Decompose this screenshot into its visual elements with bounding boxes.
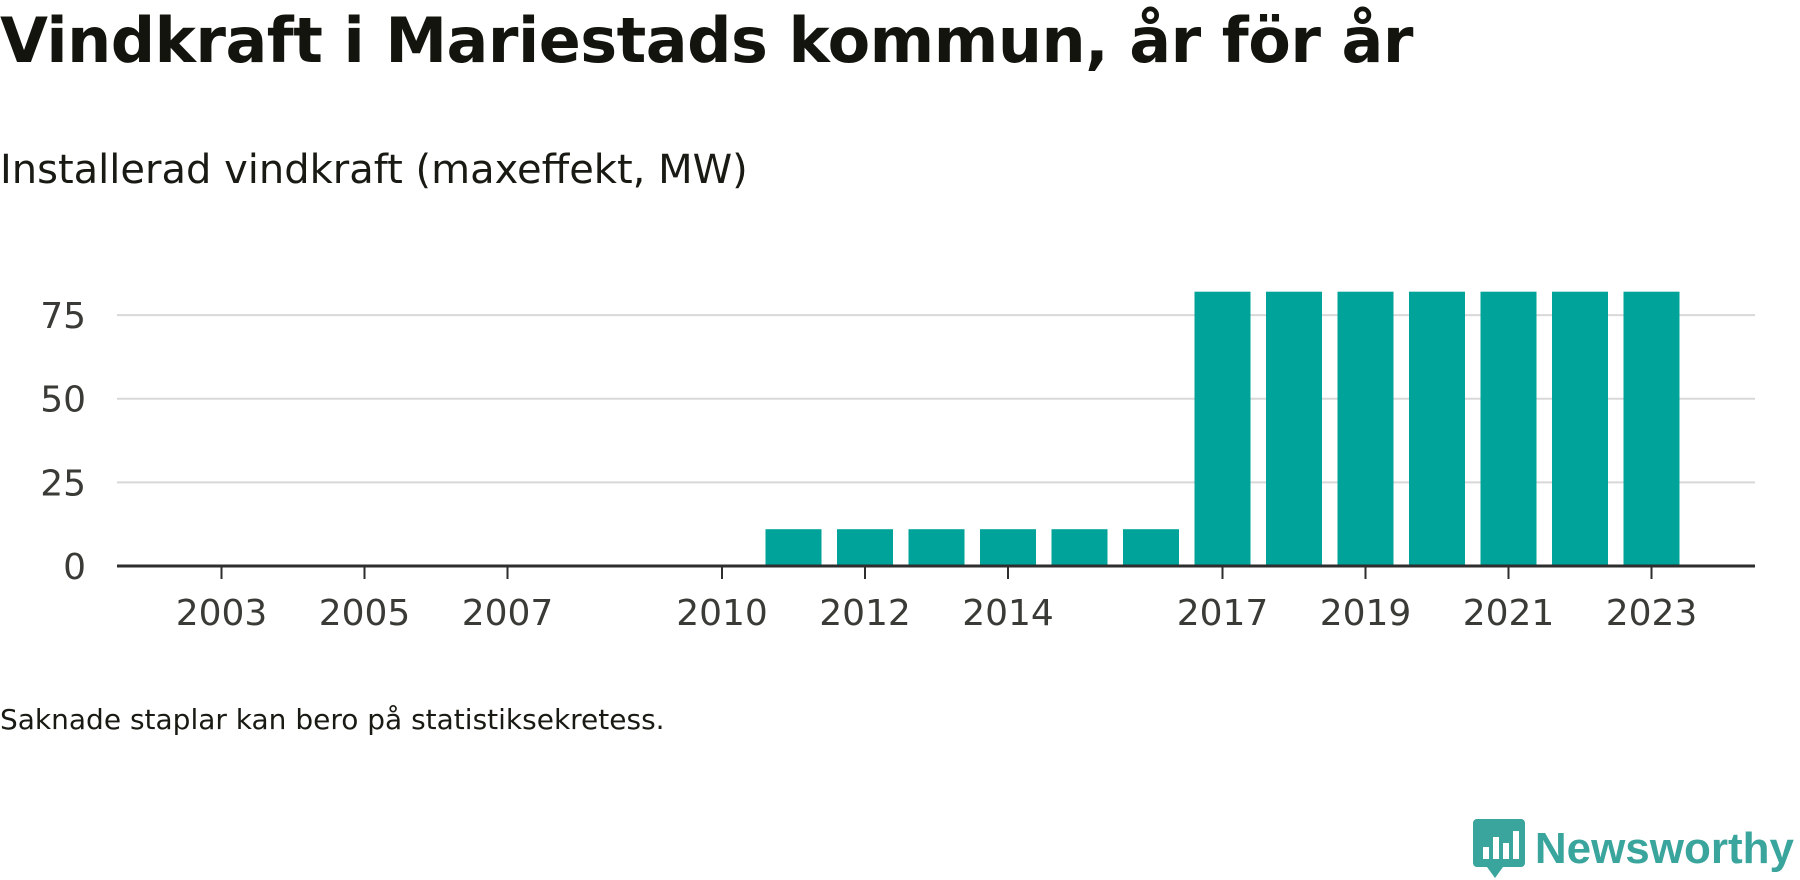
chart-subtitle: Installerad vindkraft (maxeffekt, MW) bbox=[0, 147, 748, 193]
y-tick-label: 25 bbox=[40, 463, 86, 504]
x-tick-label: 2014 bbox=[962, 593, 1054, 634]
x-tick-label: 2005 bbox=[319, 593, 411, 634]
chart-title: Vindkraft i Mariestads kommun, år för år bbox=[0, 4, 1413, 77]
x-tick-label: 2003 bbox=[176, 593, 268, 634]
bar-2016 bbox=[1123, 529, 1179, 566]
bar-2013 bbox=[908, 529, 965, 566]
bar-2014 bbox=[980, 529, 1036, 566]
bar-2018 bbox=[1266, 291, 1322, 566]
x-tick-label: 2019 bbox=[1320, 593, 1412, 634]
x-axis-tick-labels: 2003 2005 2007 2010 2012 2014 2017 2019 2021 2023 bbox=[176, 593, 1698, 634]
bar-2012 bbox=[837, 529, 893, 566]
y-tick-label: 50 bbox=[40, 380, 86, 421]
newsworthy-brand: Newsworthy bbox=[1472, 818, 1794, 880]
bar-2017 bbox=[1194, 291, 1251, 566]
x-axis bbox=[117, 564, 1755, 579]
y-axis-tick-labels: 0 25 50 75 bbox=[40, 296, 86, 588]
bar-2023 bbox=[1623, 291, 1680, 566]
bar-2022 bbox=[1552, 291, 1608, 566]
x-tick-label: 2007 bbox=[462, 593, 554, 634]
chart-footnote: Saknade staplar kan bero på statistiksek… bbox=[0, 703, 665, 736]
bar-2015 bbox=[1051, 529, 1108, 566]
bar-2020 bbox=[1409, 291, 1465, 566]
bar-2019 bbox=[1337, 291, 1394, 566]
bar-2021 bbox=[1480, 291, 1537, 566]
x-tick-label: 2017 bbox=[1177, 593, 1269, 634]
newsworthy-logo-icon bbox=[1472, 819, 1525, 878]
bar-2011 bbox=[765, 529, 822, 566]
x-tick-label: 2012 bbox=[819, 593, 911, 634]
bars bbox=[765, 291, 1680, 566]
bar-chart: 0 25 50 75 2003 2005 2007 2010 2012 2014 2017 2019… bbox=[40, 291, 1755, 634]
y-tick-label: 0 bbox=[63, 547, 86, 588]
brand-name: Newsworthy bbox=[1534, 824, 1794, 873]
x-tick-label: 2010 bbox=[676, 593, 768, 634]
y-tick-label: 75 bbox=[40, 296, 86, 337]
x-tick-label: 2023 bbox=[1606, 593, 1698, 634]
x-tick-label: 2021 bbox=[1463, 593, 1555, 634]
